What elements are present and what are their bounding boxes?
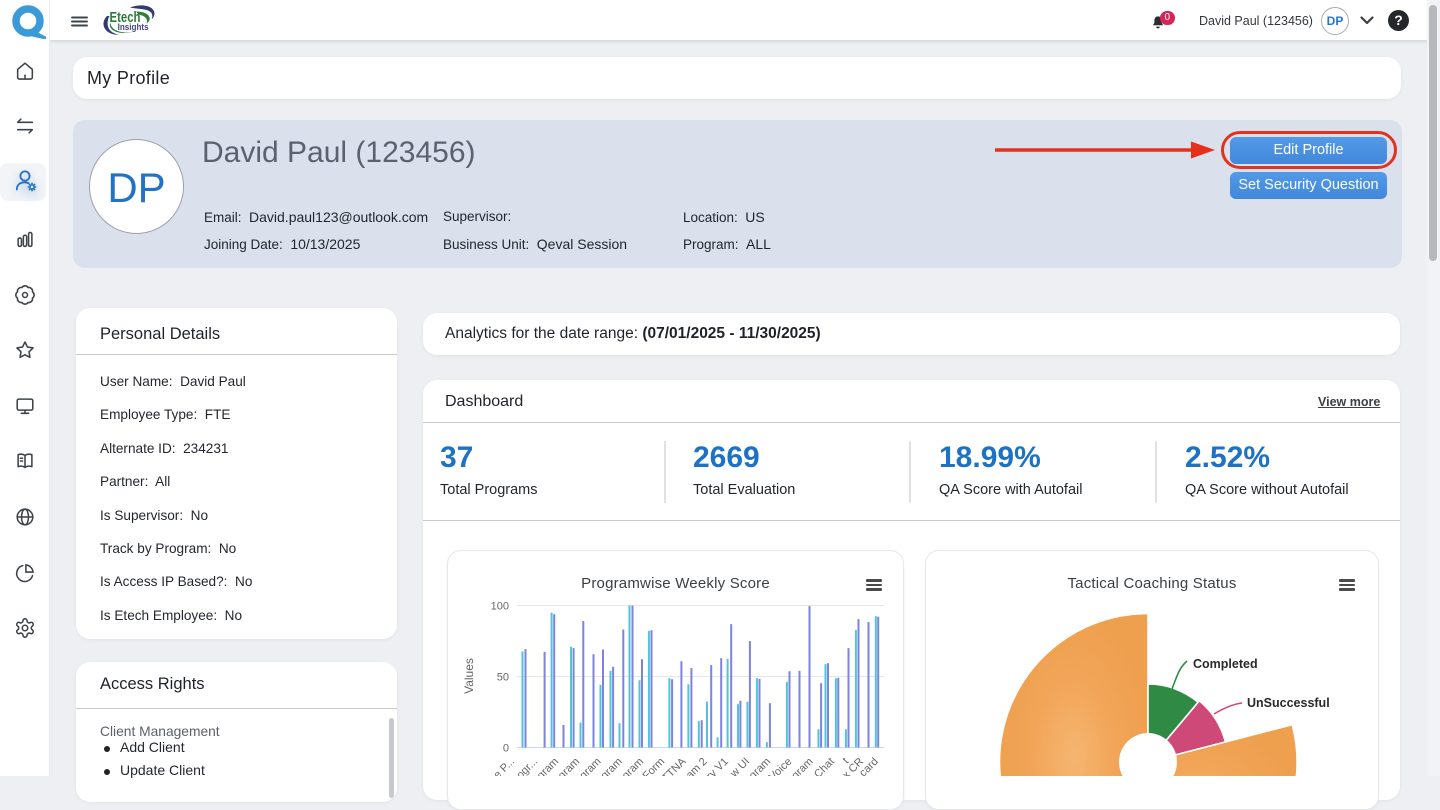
svg-text:Insights: Insights — [118, 22, 149, 33]
svg-text:Completed: Completed — [1193, 657, 1258, 671]
svg-text:50: 50 — [497, 672, 509, 684]
svg-text:ry V1: ry V1 — [704, 756, 731, 776]
svg-text:Chat: Chat — [812, 756, 837, 776]
svg-text:t: t — [840, 756, 851, 767]
svg-text:100: 100 — [491, 601, 509, 613]
svg-text:Etech: Etech — [110, 10, 141, 26]
svg-text:0: 0 — [503, 743, 509, 755]
svg-text:UnSuccessful: UnSuccessful — [1247, 696, 1330, 710]
svg-text:Values: Values — [462, 658, 476, 694]
